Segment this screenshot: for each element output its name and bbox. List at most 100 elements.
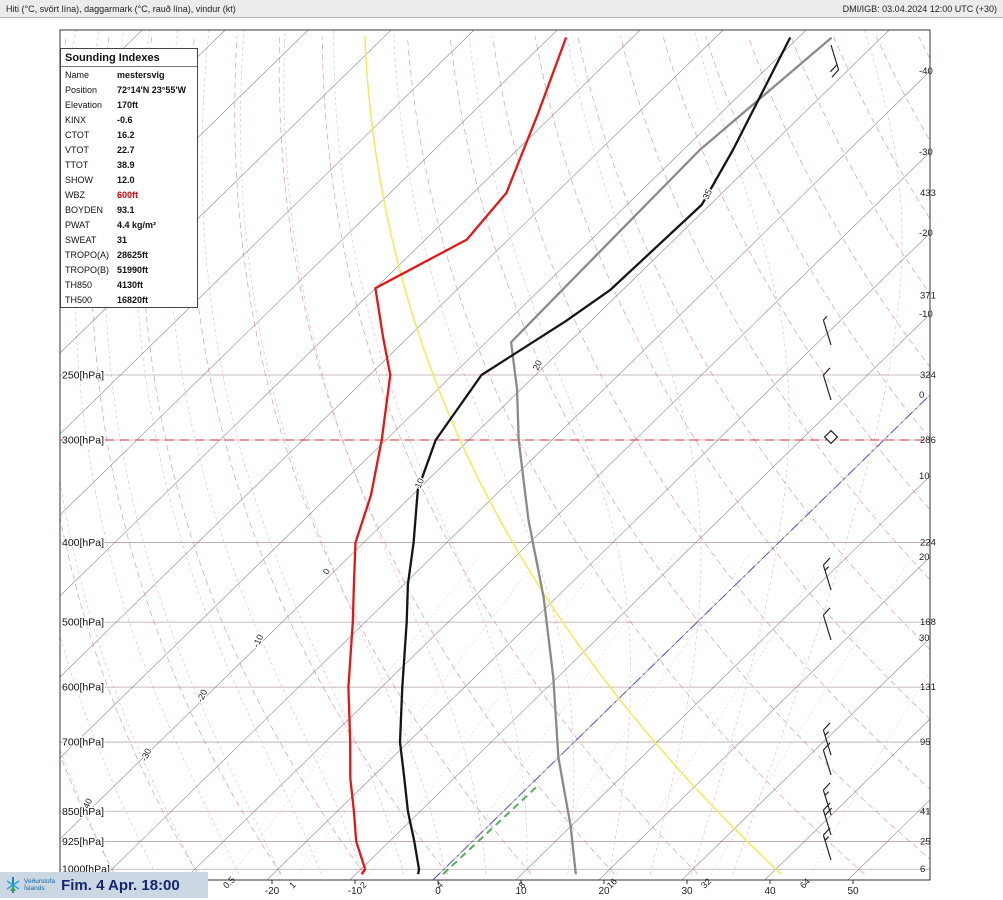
index-label: Position — [65, 84, 98, 95]
pressure-label: 850[hPa] — [62, 806, 104, 818]
index-row: Position 72°14'N 23°55'W — [61, 82, 197, 97]
valid-time-bar: Veðurstofa Íslands Fim. 4 Apr. 18:00 — [0, 872, 208, 898]
right-height-label: 131 — [920, 682, 936, 693]
index-value: 51990ft — [117, 264, 149, 275]
zero-isotherm-highlight — [432, 394, 930, 880]
plot-area: 35 20 10 0 -10 -20 -30 -40 — [60, 30, 930, 880]
index-value: 4.4 kg/m² — [117, 219, 157, 230]
moist-adiabat-label: 20 — [531, 359, 544, 372]
index-row: CTOT 16.2 — [61, 127, 197, 142]
mixing-ratio-label: 2 — [358, 880, 369, 891]
right-temp-label: -30 — [919, 147, 933, 158]
chart-legend-title: Hiti (°C, svört lína), daggarmark (°C, r… — [6, 3, 236, 14]
index-row: TH500 16820ft — [61, 292, 197, 307]
valid-time-label: Fim. 4 Apr. 18:00 — [61, 876, 180, 894]
plot-frame — [59, 29, 931, 881]
right-height-labels: 433 371 324 286 224 168 131 95 41 25 6 — [920, 188, 936, 875]
right-temp-label: 10 — [919, 471, 930, 482]
wind-barb-icon — [822, 607, 832, 641]
moist-adiabat-label: 35 — [701, 188, 714, 201]
index-row: WBZ 600ft — [61, 187, 197, 202]
right-height-label: 324 — [920, 370, 936, 381]
wind-barb-icon — [822, 827, 832, 861]
moist-adiabat-label: -30 — [139, 747, 154, 763]
right-height-label: 433 — [920, 188, 936, 199]
index-row: Elevation 170ft — [61, 97, 197, 112]
model-run-stamp: DMI/IGB: 03.04.2024 12:00 UTC (+30) — [842, 3, 997, 14]
bottom-temp-label: -10 — [348, 886, 363, 897]
index-label: CTOT — [65, 129, 90, 140]
right-height-label: 224 — [920, 538, 936, 549]
right-temp-label: 30 — [919, 633, 930, 644]
index-label: BOYDEN — [65, 204, 104, 215]
wind-barb-icon — [822, 557, 832, 591]
index-value: 600ft — [117, 189, 139, 200]
index-label: TTOT — [65, 159, 89, 170]
index-value: 4130ft — [117, 279, 144, 290]
index-label: KINX — [65, 114, 87, 125]
index-value: 28625ft — [117, 249, 149, 260]
index-value: -0.6 — [117, 114, 133, 125]
right-height-label: 95 — [920, 737, 931, 748]
index-label: TROPO(B) — [65, 264, 109, 275]
index-value: 22.7 — [117, 144, 135, 155]
index-row: TTOT 38.9 — [61, 157, 197, 172]
index-row: TH850 4130ft — [61, 277, 197, 292]
bottom-axis-labels: -20 -10 0 10 20 30 40 50 — [265, 880, 859, 897]
index-label: SWEAT — [65, 234, 97, 245]
dewpoint-line — [347, 37, 568, 875]
pressure-label: 250[hPa] — [62, 370, 104, 382]
index-row: SWEAT 31 — [61, 232, 197, 247]
moist-adiabat-label: -20 — [195, 688, 210, 704]
index-row: Name mestersvig — [61, 67, 197, 82]
wind-barb-icon — [822, 367, 832, 401]
moist-adiabat-label: 10 — [413, 477, 426, 490]
pressure-label: 700[hPa] — [62, 737, 104, 749]
index-label: TH500 — [65, 294, 93, 305]
right-height-label: 6 — [920, 864, 925, 875]
index-value: 93.1 — [117, 204, 135, 215]
index-label: PWAT — [65, 219, 90, 230]
met-office-logo: Veðurstofa Íslands — [5, 876, 55, 894]
mixing-ratio-label: 8 — [517, 880, 528, 891]
pressure-axis-labels: 250[hPa] 300[hPa] 400[hPa] 500[hPa] 600[hPa]… — [61, 368, 111, 877]
yellow-dry-adiabat-40 — [364, 36, 782, 875]
index-value: 31 — [117, 234, 128, 245]
sounding-indexes-panel: Sounding Indexes Name mestersvig Position 7… — [60, 48, 198, 308]
mixing-ratio-label: 0.5 — [221, 874, 237, 890]
index-label: WBZ — [65, 189, 85, 200]
index-label: VTOT — [65, 144, 89, 155]
index-label: Name — [65, 69, 90, 80]
mixing-ratio-label: 1 — [287, 880, 298, 891]
index-row: KINX -0.6 — [61, 112, 197, 127]
right-height-label: 371 — [920, 290, 936, 301]
bottom-temp-label: 20 — [598, 886, 610, 897]
index-row: SHOW 12.0 — [61, 172, 197, 187]
wind-barb-icon — [822, 802, 833, 836]
index-row: TROPO(B) 51990ft — [61, 262, 197, 277]
bottom-temp-label: -20 — [265, 886, 280, 897]
pressure-label: 925[hPa] — [62, 836, 104, 848]
mixing-ratio-lines — [231, 554, 930, 875]
moist-adiabats — [60, 30, 903, 875]
wind-barbs — [822, 44, 840, 861]
bottom-temp-label: 0 — [435, 886, 441, 897]
index-label: TROPO(A) — [65, 249, 109, 260]
right-temp-label: -20 — [919, 228, 933, 239]
index-label: SHOW — [65, 174, 93, 185]
pressure-label: 600[hPa] — [62, 682, 104, 694]
right-temp-label: -40 — [919, 66, 933, 77]
temperature-line — [398, 36, 792, 875]
pressure-label: 400[hPa] — [62, 537, 104, 549]
index-value: 170ft — [117, 99, 139, 110]
index-row: PWAT 4.4 kg/m² — [61, 217, 197, 232]
moist-adiabat-label: 0 — [321, 567, 332, 576]
logo-text: Veðurstofa Íslands — [24, 877, 56, 892]
mixing-ratio-label: 64 — [798, 876, 812, 890]
bottom-temp-label: 30 — [681, 886, 693, 897]
right-height-label: 25 — [920, 836, 931, 847]
right-temp-label: 20 — [919, 552, 930, 563]
pressure-label: 300[hPa] — [62, 434, 104, 446]
index-row: BOYDEN 93.1 — [61, 202, 197, 217]
wind-barb-icon — [822, 742, 832, 776]
